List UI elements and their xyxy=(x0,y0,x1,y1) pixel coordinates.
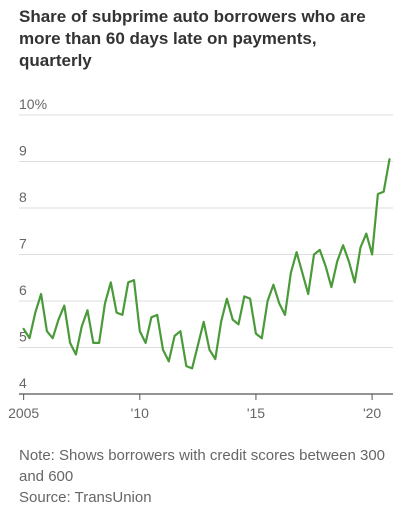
x-tick-label: '15 xyxy=(247,405,265,421)
y-tick-label: 8 xyxy=(19,189,27,205)
x-tick-label: '10 xyxy=(131,405,149,421)
chart-footer: Note: Shows borrowers with credit scores… xyxy=(19,445,394,508)
chart-title: Share of subprime auto borrowers who are… xyxy=(19,7,366,70)
series-layer xyxy=(22,158,391,370)
chart-source: Source: TransUnion xyxy=(19,489,152,506)
grid-layer xyxy=(19,114,393,395)
y-tick-label: 6 xyxy=(19,282,27,298)
x-tick-label: '20 xyxy=(363,405,381,421)
axis-layer: 10% 9 8 7 6 5 4 2005 '10 '15 '20 xyxy=(8,96,381,421)
y-tick-label: 7 xyxy=(19,236,27,252)
y-tick-label: 10% xyxy=(19,96,47,112)
y-tick-label: 4 xyxy=(19,375,27,391)
y-tick-label: 5 xyxy=(19,329,27,345)
chart-note: Note: Shows borrowers with credit scores… xyxy=(19,447,386,485)
x-tick-label: 2005 xyxy=(8,405,39,421)
series-line xyxy=(22,158,391,370)
y-tick-label: 9 xyxy=(19,143,27,159)
